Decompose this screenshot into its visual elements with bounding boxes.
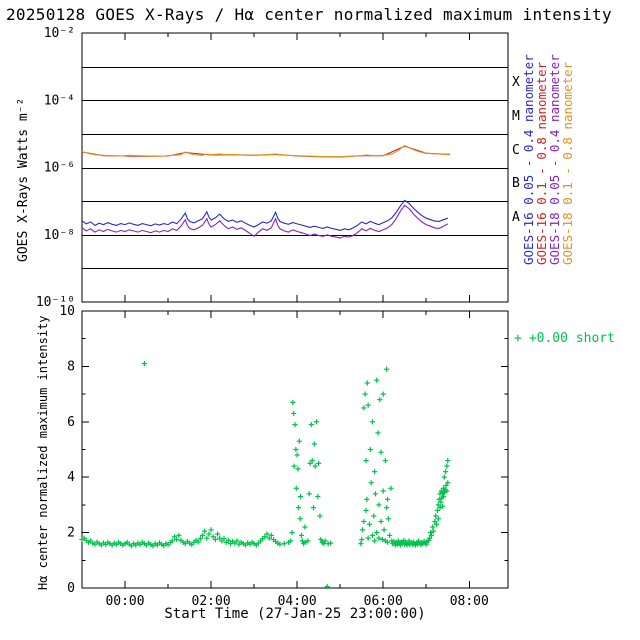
- svg-text:4: 4: [67, 470, 75, 485]
- svg-text:08:00: 08:00: [450, 594, 489, 609]
- svg-text:04:00: 04:00: [278, 594, 317, 609]
- halpha-legend: + +0.00 short: [514, 331, 615, 346]
- halpha-y-axis-label: Hα center normalized maximum intensity: [36, 315, 50, 590]
- figure-title: 20250128 GOES X-Rays / Hα center normali…: [6, 5, 612, 24]
- svg-text:00:00: 00:00: [105, 594, 144, 609]
- xray-y-axis-label: GOES X-Rays Watts m⁻²: [16, 97, 31, 262]
- svg-text:10⁻⁴: 10⁻⁴: [44, 93, 75, 108]
- legend-goes18-long-channel: GOES-18 0.1 - 0.8 nanometer: [560, 61, 575, 265]
- svg-text:2: 2: [67, 526, 75, 541]
- svg-text:10⁻²: 10⁻²: [44, 26, 75, 41]
- svg-text:8: 8: [67, 359, 75, 374]
- flare-class-a-label: A: [512, 210, 520, 225]
- svg-text:10⁻⁸: 10⁻⁸: [44, 228, 75, 243]
- svg-text:06:00: 06:00: [364, 594, 403, 609]
- flare-class-c-label: C: [512, 143, 520, 158]
- plus-marker-icon: +: [514, 331, 522, 346]
- svg-text:10⁻¹⁰: 10⁻¹⁰: [36, 295, 75, 310]
- x-axis-title: Start Time (27-Jan-25 23:00:00): [164, 606, 426, 622]
- svg-text:10: 10: [59, 304, 75, 319]
- halpha-legend-label: +0.00 short: [528, 331, 615, 346]
- svg-text:0: 0: [67, 581, 75, 596]
- flare-class-x-label: X: [512, 75, 520, 90]
- flare-class-m-label: M: [512, 109, 520, 124]
- svg-text:6: 6: [67, 415, 75, 430]
- flare-class-b-label: B: [512, 176, 520, 191]
- svg-text:02:00: 02:00: [192, 594, 231, 609]
- svg-text:10⁻⁶: 10⁻⁶: [44, 161, 75, 176]
